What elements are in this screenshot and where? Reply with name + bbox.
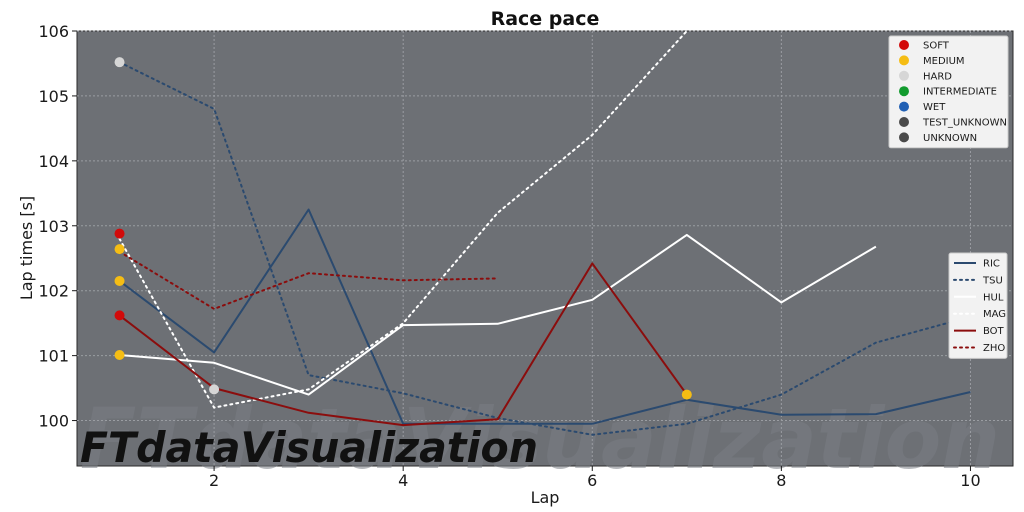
x-tick-label: 6 [587, 471, 597, 490]
y-tick-label: 102 [38, 282, 69, 301]
y-tick-label: 106 [38, 22, 69, 41]
tyre-marker-hard [209, 384, 220, 395]
tyre-marker-medium [681, 389, 692, 400]
series-line-hul [119, 233, 877, 396]
series-line-ric [118, 208, 971, 425]
tyre-legend-swatch [899, 132, 909, 143]
tyre-markers [114, 57, 692, 400]
tyre-legend-label: UNKNOWN [923, 133, 977, 144]
tyre-legend-swatch [899, 117, 909, 127]
tyre-legend-swatch [899, 101, 909, 112]
tyre-legend-label: INTERMEDIATE [923, 87, 997, 98]
tyre-marker-medium [114, 244, 125, 255]
tyre-legend-label: MEDIUM [923, 56, 965, 67]
driver-legend-label: BOT [983, 326, 1005, 337]
driver-legend-label: TSU [982, 275, 1003, 286]
watermark-text: FTdataVisualization [80, 423, 538, 472]
tyre-compound-legend: SOFT MEDIUM HARD INTERMEDIATE WET TEST_UNKNOW… [888, 35, 1009, 149]
x-axis-label: Lap [531, 488, 560, 507]
x-tick-label: 4 [398, 471, 408, 490]
tyre-marker-soft [114, 228, 125, 239]
tyre-marker-hard [114, 57, 125, 68]
x-tick-label: 10 [960, 471, 980, 490]
tyre-legend-box [888, 35, 1009, 149]
tyre-legend-swatch [899, 86, 909, 97]
tyre-marker-medium [114, 275, 125, 286]
tyre-legend-swatch [899, 55, 909, 66]
x-tick-label: 8 [776, 471, 786, 490]
watermark-background-text: FTdataVisualization [80, 390, 1000, 488]
tyre-marker-soft [114, 310, 125, 321]
axis-ticks: 2 4 6 8 10 100 101 102 103 104 105 106 [38, 22, 980, 490]
driver-legend-label: HUL [983, 292, 1004, 303]
y-axis-label: Lap times [s] [17, 196, 36, 300]
tyre-legend-swatch [899, 40, 909, 50]
chart-title: Race pace [491, 8, 600, 30]
watermark: FTdataVisualization [80, 423, 538, 472]
tyre-marker-medium [114, 349, 125, 360]
y-tick-label: 103 [38, 217, 69, 236]
series-line-tsu [118, 61, 972, 436]
y-tick-label: 100 [38, 412, 69, 431]
driver-legend: RIC TSU HUL MAG BOT ZHO [948, 252, 1008, 359]
y-tick-label: 101 [38, 347, 69, 366]
y-tick-label: 104 [38, 152, 69, 171]
tyre-legend-swatch [899, 70, 909, 81]
y-tick-label: 105 [38, 87, 69, 106]
driver-legend-box [948, 252, 1008, 359]
tyre-legend-label: HARD [923, 71, 952, 82]
x-tick-label: 2 [209, 471, 219, 490]
series-line-zho [118, 250, 499, 310]
tyre-legend-label: SOFT [923, 41, 950, 52]
tyre-legend-label: TEST_UNKNOWN [922, 118, 1007, 129]
watermark-background: FTdataVisualization [80, 390, 1000, 488]
driver-legend-label: RIC [983, 259, 1000, 270]
driver-legend-label: ZHO [983, 343, 1005, 354]
tyre-legend-label: WET [923, 102, 946, 113]
driver-legend-label: MAG [983, 309, 1006, 320]
series-line-mag [118, 31, 688, 409]
